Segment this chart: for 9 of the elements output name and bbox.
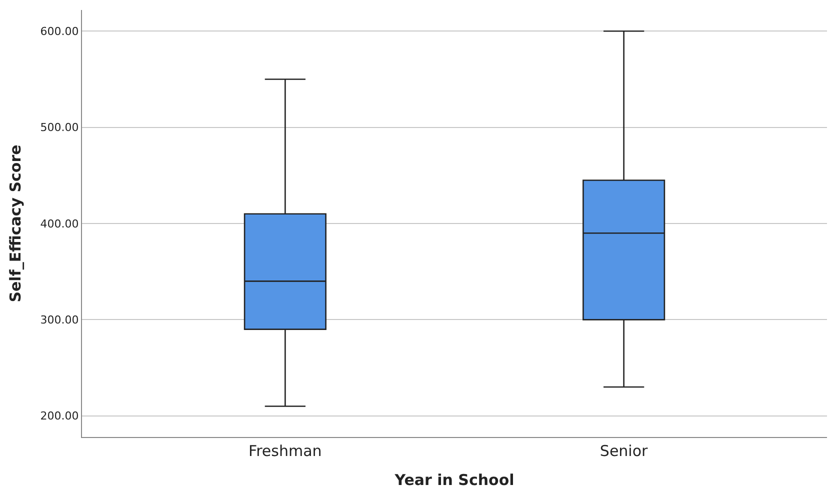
x-tick-label: Senior <box>600 442 649 460</box>
y-tick-label: 600.00 <box>40 25 79 38</box>
y-tick-label: 300.00 <box>40 314 79 327</box>
y-tick-label: 200.00 <box>40 410 79 423</box>
y-tick-label: 400.00 <box>40 217 79 230</box>
y-tick-label: 500.00 <box>40 121 79 134</box>
x-axis-title: Year in School <box>394 471 514 489</box>
x-tick-label: Freshman <box>248 442 322 460</box>
y-axis-title: Self_Efficacy Score <box>6 144 25 302</box>
